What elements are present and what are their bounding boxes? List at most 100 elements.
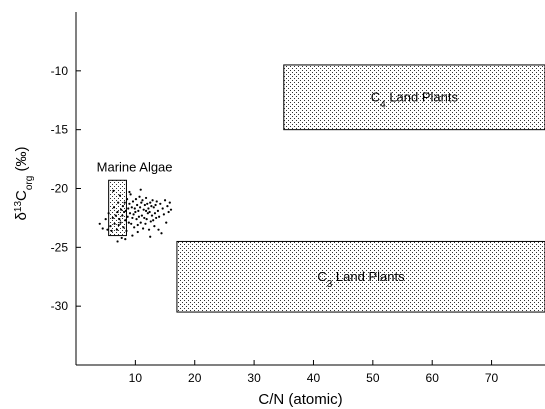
- data-point: [123, 201, 126, 204]
- x-tick-label: 30: [247, 371, 261, 385]
- region-c4: [283, 64, 545, 131]
- data-point: [124, 209, 127, 212]
- data-point: [121, 205, 124, 208]
- data-point: [106, 228, 109, 231]
- data-point: [117, 201, 120, 204]
- data-point: [132, 213, 135, 216]
- data-point: [135, 217, 138, 221]
- data-point: [119, 221, 122, 224]
- data-point: [147, 207, 150, 210]
- data-point: [150, 205, 153, 208]
- data-point: [118, 217, 121, 221]
- data-point: [128, 212, 132, 215]
- data-point: [167, 210, 170, 214]
- x-tick-label: 70: [485, 371, 499, 385]
- data-point: [142, 208, 145, 211]
- data-point: [145, 217, 148, 221]
- data-point: [138, 195, 141, 198]
- region-marine: [108, 179, 127, 237]
- data-point: [153, 225, 156, 228]
- data-point: [140, 201, 143, 204]
- data-point: [120, 236, 123, 240]
- data-point: [147, 228, 151, 231]
- data-point: [156, 209, 160, 212]
- data-point: [107, 212, 110, 215]
- data-point: [161, 207, 164, 210]
- data-point: [112, 206, 116, 209]
- data-point: [104, 217, 107, 221]
- data-point: [137, 209, 140, 212]
- data-point: [134, 197, 138, 201]
- data-point: [146, 202, 149, 205]
- data-point: [160, 232, 163, 235]
- data-point: [149, 201, 152, 204]
- region-label-c3: C3 Land Plants: [317, 269, 405, 290]
- data-point: [121, 214, 124, 217]
- data-point: [143, 216, 146, 220]
- data-point: [112, 189, 115, 192]
- data-point: [150, 214, 154, 217]
- y-tick-label: -20: [51, 182, 69, 196]
- data-point: [116, 210, 119, 214]
- data-point: [157, 228, 160, 231]
- data-point: [149, 235, 152, 238]
- x-tick-label: 10: [129, 371, 143, 385]
- data-point: [130, 222, 133, 225]
- data-point: [155, 216, 158, 220]
- data-point: [126, 215, 129, 218]
- data-point: [101, 227, 104, 230]
- data-point: [139, 221, 142, 224]
- data-point: [115, 228, 119, 231]
- data-point: [144, 209, 148, 212]
- data-point: [111, 216, 114, 220]
- data-point: [154, 203, 157, 207]
- data-point: [128, 190, 131, 194]
- data-point: [110, 229, 113, 232]
- region-c3: [176, 240, 545, 313]
- y-axis-title: δ13Corg (‰): [13, 147, 35, 221]
- data-point: [144, 196, 148, 200]
- data-point: [131, 216, 134, 220]
- data-point: [152, 219, 155, 222]
- data-point: [139, 188, 142, 191]
- data-point: [134, 210, 137, 214]
- y-tick-label: -15: [51, 123, 69, 137]
- data-point: [125, 229, 128, 232]
- region-label-marine: Marine Algae: [97, 159, 173, 174]
- data-point: [116, 240, 119, 243]
- regions-layer: [108, 64, 545, 313]
- data-point: [137, 215, 141, 218]
- data-point: [109, 225, 112, 228]
- data-point: [158, 215, 161, 218]
- axes-layer: [75, 12, 545, 366]
- data-point: [155, 200, 158, 203]
- y-tick-label: -25: [51, 240, 69, 254]
- points-layer: [98, 188, 173, 243]
- data-point: [136, 230, 139, 234]
- data-point: [114, 214, 117, 217]
- data-point: [130, 206, 133, 209]
- data-point: [168, 201, 171, 204]
- data-point: [117, 223, 120, 227]
- data-point: [133, 226, 136, 229]
- region-label-c4: C4 Land Plants: [371, 89, 459, 110]
- data-point: [129, 193, 132, 196]
- data-point: [139, 206, 142, 209]
- data-point: [153, 212, 157, 215]
- data-point: [133, 207, 136, 210]
- data-point: [151, 199, 154, 202]
- data-point: [127, 207, 130, 210]
- data-point: [146, 212, 149, 215]
- data-point: [136, 223, 139, 227]
- data-point: [140, 214, 143, 217]
- data-point: [165, 221, 168, 224]
- x-axis-title: C/N (atomic): [258, 391, 342, 408]
- data-point: [120, 208, 123, 211]
- labels-layer: 10 20 30 40 50 60 70 -10 -15 -20 -25 -30 C/N (atomic…: [13, 64, 499, 408]
- data-point: [149, 220, 152, 223]
- x-tick-label: 40: [307, 371, 321, 385]
- data-point: [141, 199, 144, 202]
- data-point: [144, 222, 147, 225]
- data-point: [162, 213, 165, 216]
